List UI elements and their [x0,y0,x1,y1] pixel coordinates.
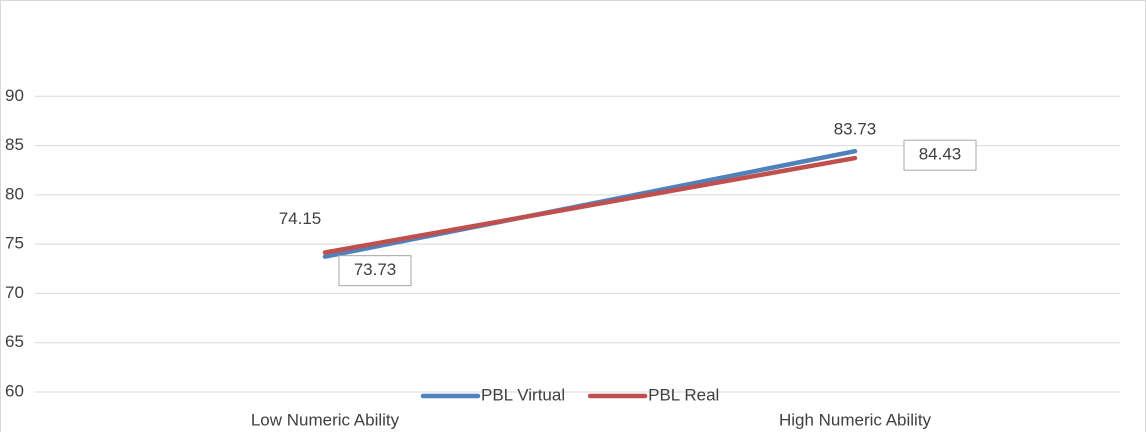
x-tick-label: Low Numeric Ability [251,410,400,429]
y-tick-label: 70 [5,283,24,302]
data-label-box [338,255,412,287]
data-label: 84.43 [919,145,962,164]
series-line [322,155,858,255]
legend-label: PBL Real [648,385,719,404]
y-tick-label: 90 [5,86,24,105]
y-tick-label: 80 [5,184,24,203]
data-label: 83.73 [834,120,877,139]
y-tick-label: 60 [5,381,24,400]
x-tick-label: High Numeric Ability [779,410,932,429]
y-tick-label: 85 [5,135,24,154]
legend-label: PBL Virtual [481,385,565,404]
y-tick-label: 65 [5,332,24,351]
data-label: 74.15 [279,209,322,228]
y-tick-label: 75 [5,234,24,253]
data-label-box [903,139,977,171]
data-label: 73.73 [354,260,397,279]
